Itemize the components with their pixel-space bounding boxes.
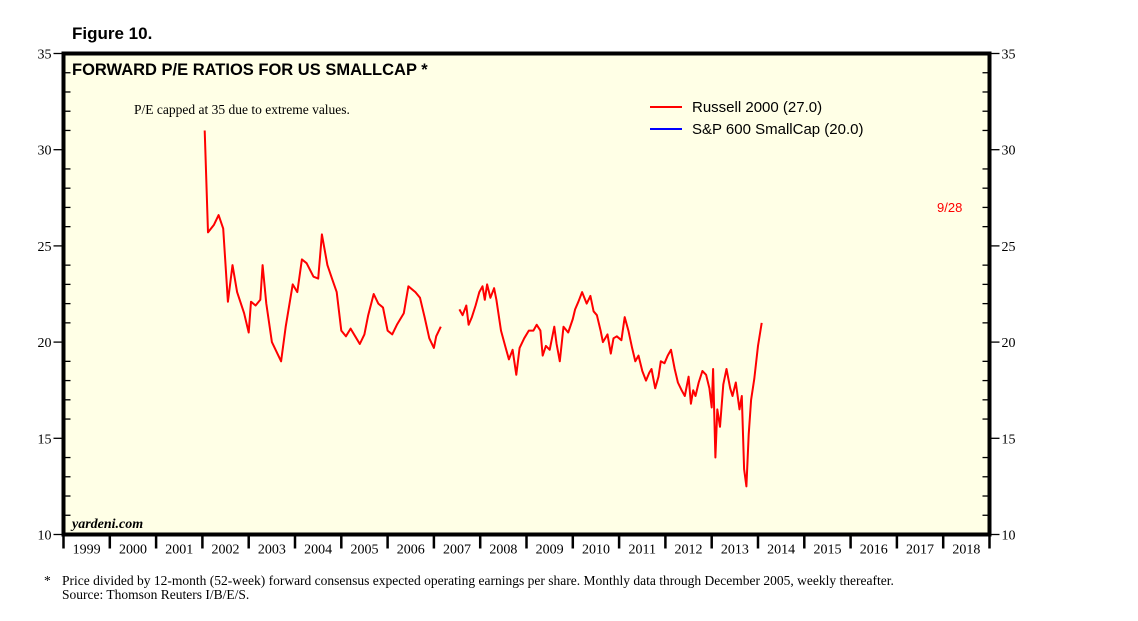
plot-frame bbox=[61, 51, 992, 537]
legend-label-russell: Russell 2000 (27.0) bbox=[692, 99, 822, 116]
x-tick-label: 2011 bbox=[629, 543, 656, 558]
figure-label: Figure 10. bbox=[72, 24, 153, 43]
x-tick-label: 2010 bbox=[582, 543, 610, 558]
y-tick-label-left: 30 bbox=[38, 144, 52, 159]
cap-annotation: P/E capped at 35 due to extreme values. bbox=[134, 102, 350, 117]
right-y-axis: 10 15 20 25 30 35 bbox=[982, 48, 1016, 544]
y-tick-label-left: 25 bbox=[38, 240, 52, 255]
x-tick-label: 2016 bbox=[860, 543, 888, 558]
series-layer bbox=[203, 130, 763, 488]
x-tick-label: 2003 bbox=[258, 543, 286, 558]
x-tick-label: 2005 bbox=[350, 543, 378, 558]
footnote-source: Source: Thomson Reuters I/B/E/S. bbox=[62, 587, 250, 602]
x-tick-label: 2012 bbox=[675, 543, 703, 558]
y-tick-label-right: 15 bbox=[1002, 432, 1016, 447]
y-tick-label-right: 25 bbox=[1002, 240, 1016, 255]
end-date-label: 9/28 bbox=[937, 200, 962, 215]
x-tick-label: 2001 bbox=[165, 543, 193, 558]
x-tick-label: 2015 bbox=[813, 543, 841, 558]
watermark: yardeni.com bbox=[70, 517, 143, 532]
chart-title: FORWARD P/E RATIOS FOR US SMALLCAP * bbox=[72, 61, 428, 79]
y-tick-label-left: 35 bbox=[38, 48, 52, 63]
x-tick-label: 2014 bbox=[767, 543, 795, 558]
x-tick-label: 2008 bbox=[489, 543, 517, 558]
legend: Russell 2000 (27.0) S&P 600 SmallCap (20… bbox=[650, 99, 863, 138]
plot-area bbox=[64, 54, 989, 534]
x-tick-label: 1999 bbox=[73, 543, 101, 558]
x-tick-label: 2009 bbox=[536, 543, 564, 558]
y-tick-label-right: 20 bbox=[1002, 336, 1016, 351]
y-tick-label-left: 20 bbox=[38, 336, 52, 351]
series-russell-2000 bbox=[203, 130, 442, 363]
y-tick-label-right: 35 bbox=[1002, 48, 1016, 63]
legend-label-sp600: S&P 600 SmallCap (20.0) bbox=[692, 121, 863, 138]
x-tick-label: 2007 bbox=[443, 543, 471, 558]
x-tick-label: 2006 bbox=[397, 543, 425, 558]
y-tick-label-right: 10 bbox=[1002, 529, 1016, 544]
x-axis: 1999 2000 2001 2002 2003 2004 2005 2006 2007 2008… bbox=[62, 534, 991, 558]
x-tick-label: 2004 bbox=[304, 543, 332, 558]
footnote-marker: * bbox=[44, 573, 51, 588]
y-tick-label-right: 30 bbox=[1002, 144, 1016, 159]
footnote: * Price divided by 12-month (52-week) for… bbox=[44, 574, 894, 602]
x-tick-label: 2018 bbox=[952, 543, 980, 558]
x-tick-label: 2013 bbox=[721, 543, 749, 558]
x-tick-label: 2002 bbox=[212, 543, 240, 558]
x-tick-label: 2017 bbox=[906, 543, 934, 558]
x-tick-label: 2000 bbox=[119, 543, 147, 558]
series-russell-2000 bbox=[458, 283, 763, 488]
footnote-line1: Price divided by 12-month (52-week) forw… bbox=[62, 573, 894, 588]
y-tick-label-left: 15 bbox=[38, 432, 52, 447]
y-tick-label-left: 10 bbox=[38, 529, 52, 544]
